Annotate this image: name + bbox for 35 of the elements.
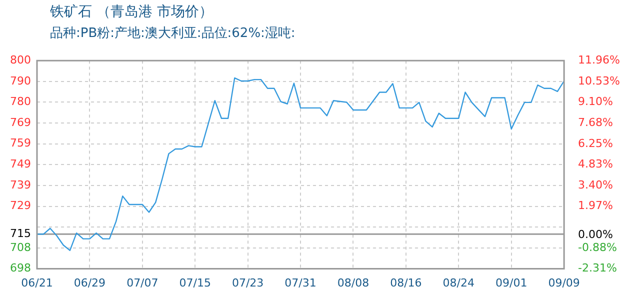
- y2-tick-label: 9.10%: [578, 95, 614, 108]
- x-tick-label: 07/15: [179, 276, 211, 290]
- x-tick-label: 08/08: [337, 276, 370, 290]
- x-tick-label: 07/31: [284, 276, 316, 290]
- y-tick-label: 708: [10, 240, 31, 254]
- y2-tick-label: -0.88%: [578, 240, 617, 254]
- y-tick-label: 698: [10, 262, 31, 275]
- y2-tick-label: 6.25%: [578, 136, 614, 150]
- x-tick-label: 07/07: [126, 276, 158, 290]
- y2-tick-label: 0.00%: [578, 228, 614, 241]
- x-tick-label: 07/23: [232, 276, 264, 290]
- y2-tick-label: 3.40%: [578, 178, 614, 192]
- x-tick-label: 08/24: [442, 276, 474, 290]
- x-tick-label: 06/21: [21, 276, 53, 290]
- y-tick-label: 739: [10, 178, 31, 192]
- y-tick-label: 749: [10, 158, 31, 171]
- y-tick-label: 715: [10, 226, 31, 240]
- y2-tick-label: 7.68%: [578, 116, 614, 129]
- y2-tick-label: 11.96%: [578, 53, 620, 66]
- y-tick-label: 729: [10, 199, 31, 212]
- x-tick-label: 08/16: [390, 276, 422, 290]
- x-tick-label: 06/29: [74, 276, 106, 290]
- y-tick-label: 759: [10, 136, 31, 150]
- y2-tick-label: 10.53%: [578, 74, 620, 88]
- y-tick-label: 780: [10, 95, 31, 108]
- y2-tick-label: 4.83%: [578, 157, 614, 170]
- y-tick-label: 769: [10, 116, 31, 129]
- chart-subtitle: 品种:PB粉:产地:澳大利亚:品位:62%:湿吨:: [50, 25, 296, 43]
- x-tick-label: 09/09: [548, 276, 580, 290]
- y2-tick-label: -2.31%: [578, 262, 617, 275]
- chart-title: 铁矿石 （青岛港 市场价）: [50, 3, 214, 22]
- y-tick-label: 790: [10, 74, 31, 88]
- x-tick-label: 09/01: [496, 276, 528, 290]
- y2-tick-label: 1.97%: [578, 199, 614, 212]
- y-tick-label: 800: [10, 53, 31, 66]
